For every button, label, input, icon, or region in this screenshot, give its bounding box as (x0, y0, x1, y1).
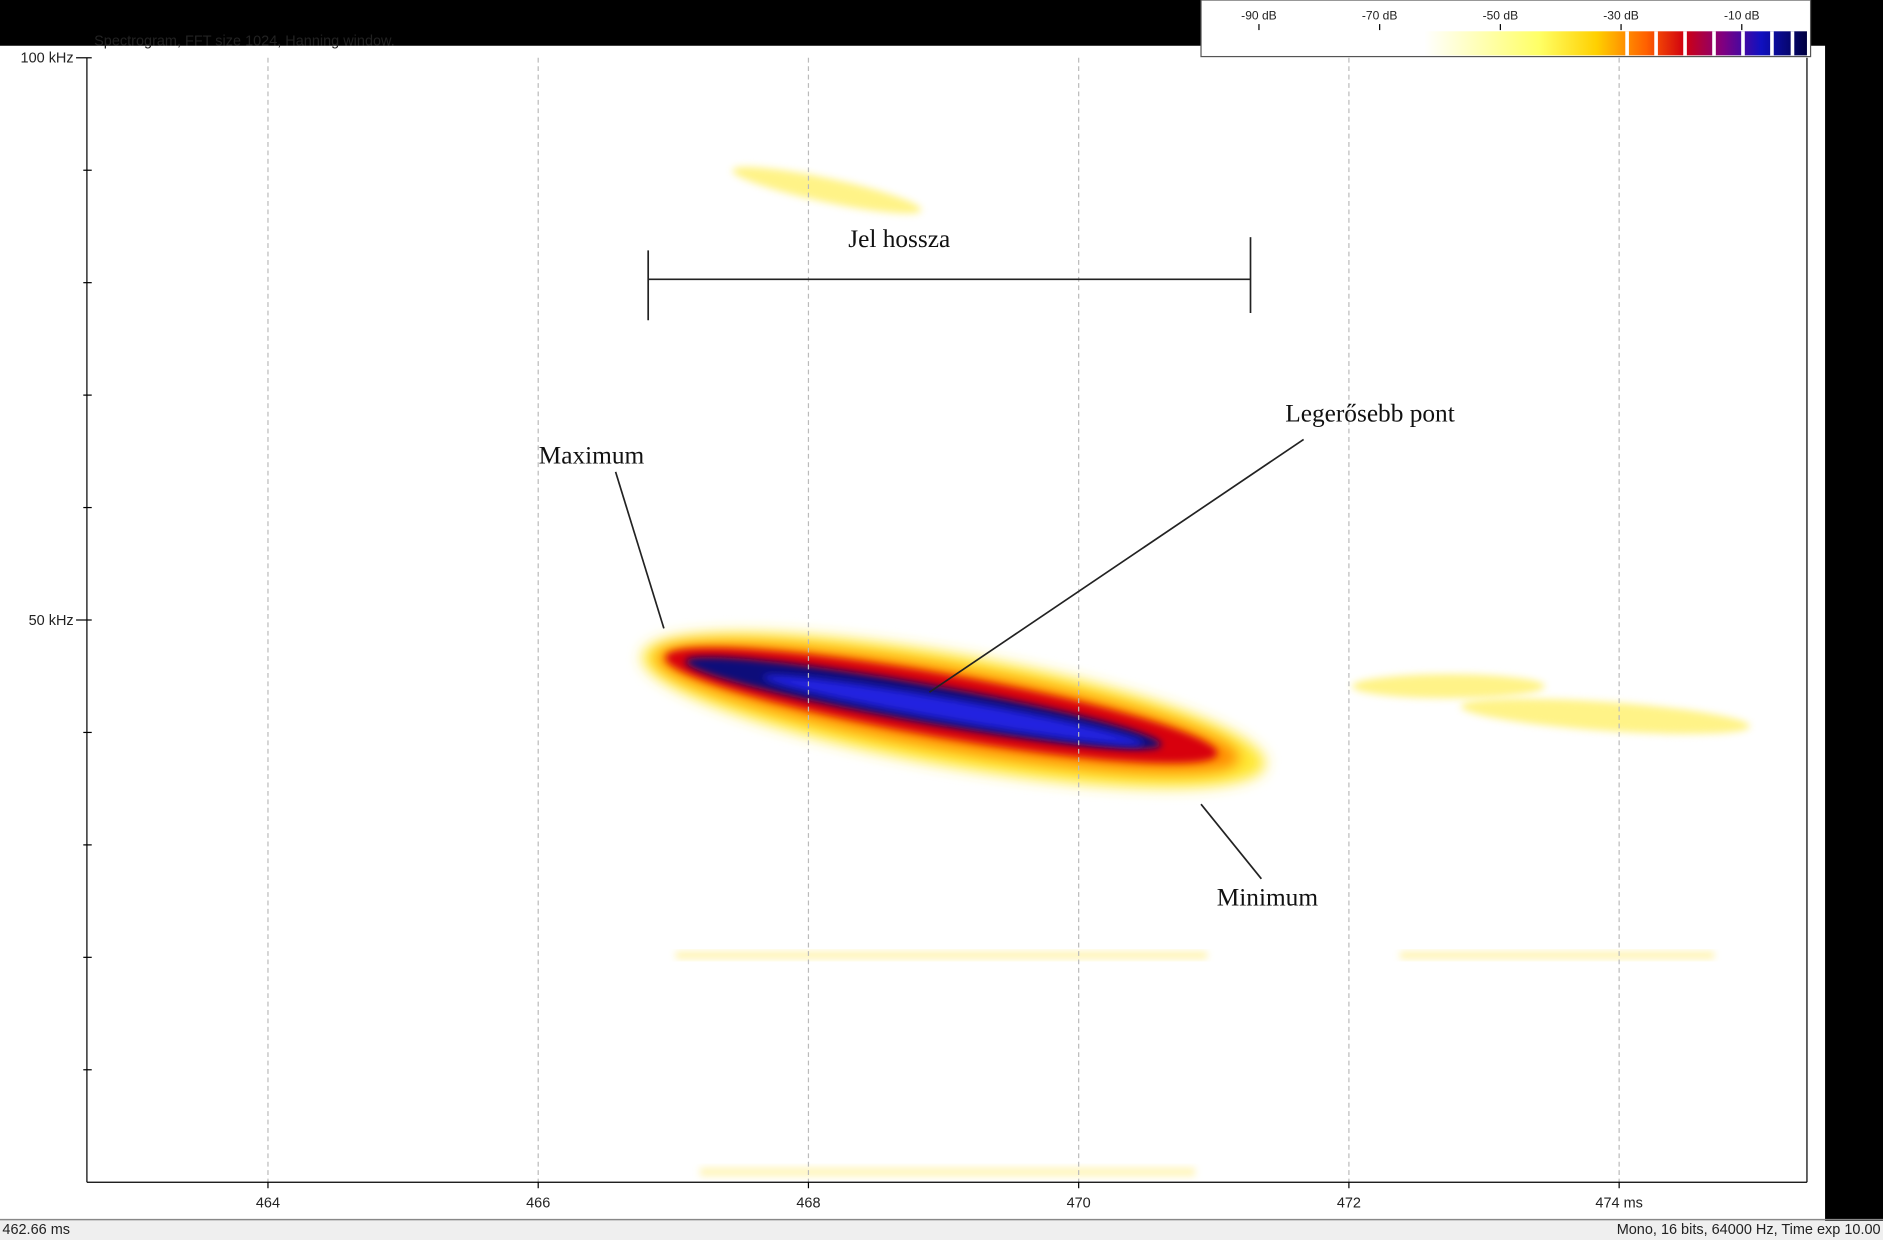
status-right: Mono, 16 bits, 64000 Hz, Time exp 10.00 (1617, 1222, 1881, 1238)
x-tick-label: 472 (1337, 1196, 1361, 1212)
x-tick-label: 464 (256, 1196, 280, 1212)
x-tick-label: 466 (526, 1196, 550, 1212)
colorbar-label: -90 dB (1241, 8, 1277, 22)
colorbar-label: -10 dB (1724, 8, 1760, 22)
x-tick-label: 474 ms (1595, 1196, 1642, 1212)
y-tick-label: 50 kHz (29, 613, 74, 629)
colorbar-label: -30 dB (1603, 8, 1639, 22)
colorbar-label: -50 dB (1483, 8, 1519, 22)
chart: 464 466 468 470 472 474 ms 50 kHz 100 kHz -90 dB… (0, 0, 1883, 1240)
colorbar (1424, 31, 1807, 55)
status-bar (0, 1221, 1883, 1240)
y-tick-label: 100 kHz (21, 51, 74, 67)
annotation-label: Legerősebb pont (1285, 399, 1455, 427)
window (0, 46, 1825, 1221)
chart-title: Spectrogram, FFT size 1024, Hanning wind… (94, 34, 395, 50)
annotation-label: Jel hossza (848, 225, 950, 253)
x-tick-label: 470 (1067, 1196, 1091, 1212)
annotation-label: Minimum (1217, 883, 1319, 911)
x-tick-label: 468 (796, 1196, 820, 1212)
annotation-label: Maximum (539, 442, 645, 470)
status-left: 462.66 ms (2, 1222, 70, 1238)
page: 464 466 468 470 472 474 ms 50 kHz 100 kHz -90 dB… (0, 0, 1883, 1240)
colorbar-label: -70 dB (1362, 8, 1398, 22)
